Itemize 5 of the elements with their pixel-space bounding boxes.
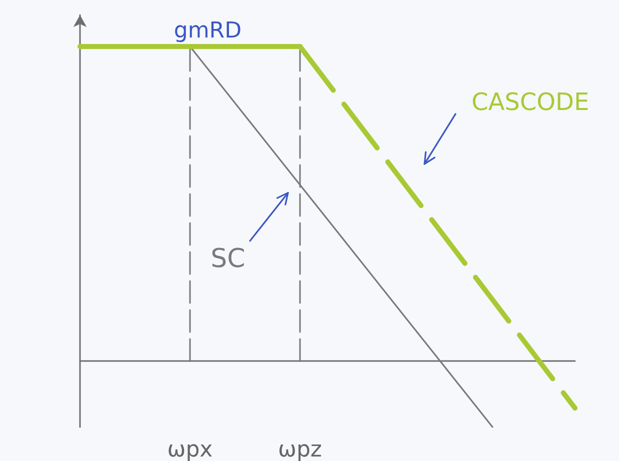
text: SC: [210, 244, 246, 274]
x-tick-label: ωpx: [167, 438, 213, 461]
annotation: gmRD: [174, 18, 242, 44]
x-tick-label: ωpz: [278, 438, 322, 461]
text: CASCODE: [472, 88, 590, 116]
